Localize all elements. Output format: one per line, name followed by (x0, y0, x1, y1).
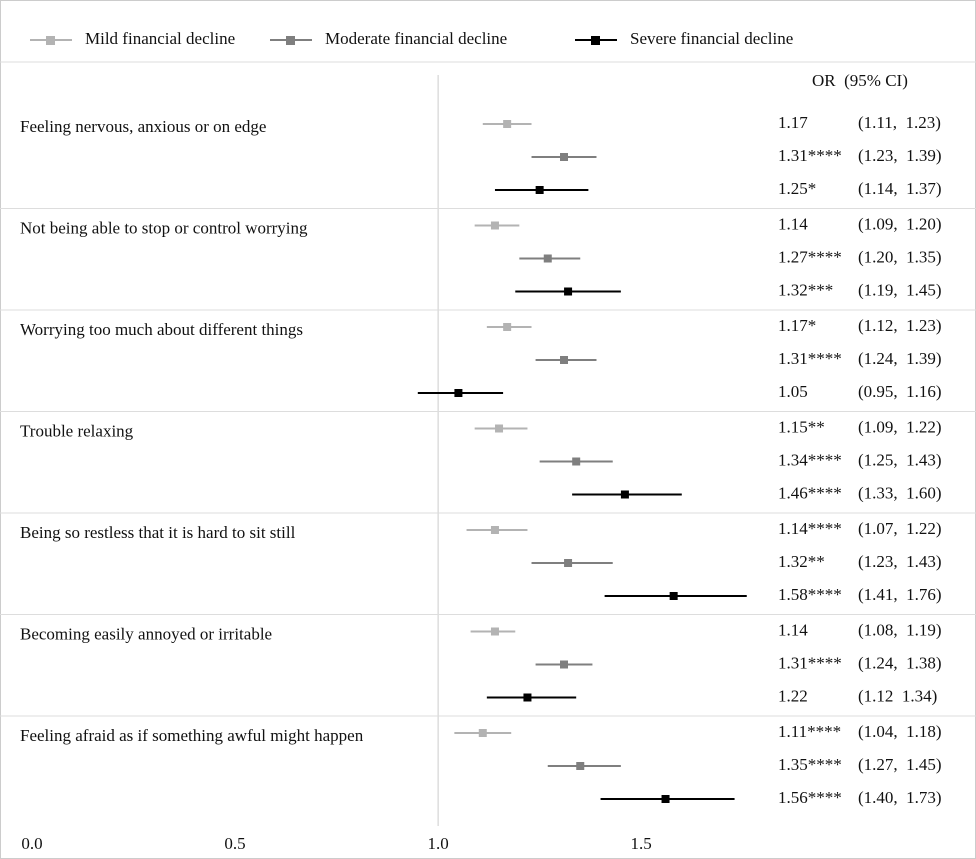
legend-marker (286, 36, 295, 45)
point-estimate (535, 186, 544, 194)
category-label: Feeling nervous, anxious or on edge (20, 117, 266, 136)
point-estimate (490, 221, 499, 230)
point-estimate (560, 153, 569, 161)
ci-label: (1.20, 1.35) (858, 247, 942, 266)
ci-label: (1.41, 1.76) (858, 585, 942, 604)
value-label: 1.46**** (778, 483, 842, 502)
ci-label: (1.07, 1.22) (858, 519, 942, 538)
point-estimate (620, 490, 629, 499)
column-header: OR (95% CI) (812, 71, 908, 90)
point-estimate (495, 424, 504, 433)
value-label: 1.56**** (778, 788, 842, 807)
x-tick-label: 0.0 (21, 834, 42, 853)
ci-label: (1.23, 1.39) (858, 146, 942, 165)
ci-label: (1.27, 1.45) (858, 755, 942, 774)
ci-label: (1.23, 1.43) (858, 552, 942, 571)
point-estimate (564, 559, 573, 567)
value-label: 1.31**** (778, 146, 842, 165)
ci-label: (1.08, 1.19) (858, 620, 942, 639)
category-label: Feeling afraid as if something awful mig… (20, 726, 364, 745)
x-tick-label: 1.5 (631, 834, 652, 853)
value-label: 1.14 (778, 620, 808, 639)
ci-label: (0.95, 1.16) (858, 382, 942, 401)
point-estimate (543, 254, 552, 263)
ci-label: (1.40, 1.73) (858, 788, 942, 807)
ci-label: (1.14, 1.37) (858, 179, 942, 198)
point-estimate (560, 356, 569, 364)
value-label: 1.14 (778, 214, 808, 233)
value-label: 1.17* (778, 316, 816, 335)
legend-label: Mild financial decline (85, 29, 235, 48)
category-label: Being so restless that it is hard to sit… (20, 523, 296, 542)
point-estimate (503, 120, 512, 128)
ci-label: (1.25, 1.43) (858, 450, 942, 469)
category-label: Trouble relaxing (20, 421, 134, 440)
category-label: Becoming easily annoyed or irritable (20, 624, 272, 643)
ci-label: (1.04, 1.18) (858, 722, 942, 741)
point-estimate (503, 323, 512, 331)
value-label: 1.31**** (778, 653, 842, 672)
point-estimate (560, 660, 569, 669)
point-estimate (576, 762, 585, 770)
ci-label: (1.12, 1.23) (858, 316, 942, 335)
ci-label: (1.24, 1.38) (858, 653, 942, 672)
ci-label: (1.19, 1.45) (858, 280, 942, 299)
ci-label: (1.09, 1.22) (858, 417, 942, 436)
value-label: 1.15** (778, 417, 825, 436)
point-estimate (490, 627, 499, 636)
point-estimate (478, 729, 487, 737)
value-label: 1.17 (778, 113, 808, 132)
value-label: 1.27**** (778, 247, 842, 266)
legend-marker (46, 36, 55, 45)
x-tick-label: 0.5 (224, 834, 245, 853)
value-label: 1.14**** (778, 519, 842, 538)
value-label: 1.22 (778, 686, 808, 705)
x-tick-label: 1.0 (427, 834, 448, 853)
value-label: 1.11**** (778, 722, 841, 741)
value-label: 1.58**** (778, 585, 842, 604)
point-estimate (564, 287, 573, 296)
legend-marker (591, 36, 600, 45)
ci-label: (1.09, 1.20) (858, 214, 942, 233)
ci-label: (1.11, 1.23) (858, 113, 941, 132)
value-label: 1.05 (778, 382, 808, 401)
value-label: 1.31**** (778, 349, 842, 368)
value-label: 1.32*** (778, 280, 833, 299)
point-estimate (572, 457, 581, 466)
point-estimate (523, 693, 532, 702)
value-label: 1.34**** (778, 450, 842, 469)
value-label: 1.35**** (778, 755, 842, 774)
point-estimate (454, 389, 463, 397)
value-label: 1.25* (778, 179, 816, 198)
value-label: 1.32** (778, 552, 825, 571)
ci-label: (1.12 1.34) (858, 686, 937, 705)
point-estimate (669, 592, 678, 600)
ci-label: (1.33, 1.60) (858, 483, 942, 502)
ci-label: (1.24, 1.39) (858, 349, 942, 368)
point-estimate (661, 795, 670, 803)
legend-label: Severe financial decline (630, 29, 793, 48)
point-estimate (490, 526, 499, 534)
category-label: Not being able to stop or control worryi… (20, 218, 308, 237)
legend-label: Moderate financial decline (325, 29, 507, 48)
category-label: Worrying too much about different things (20, 320, 303, 339)
